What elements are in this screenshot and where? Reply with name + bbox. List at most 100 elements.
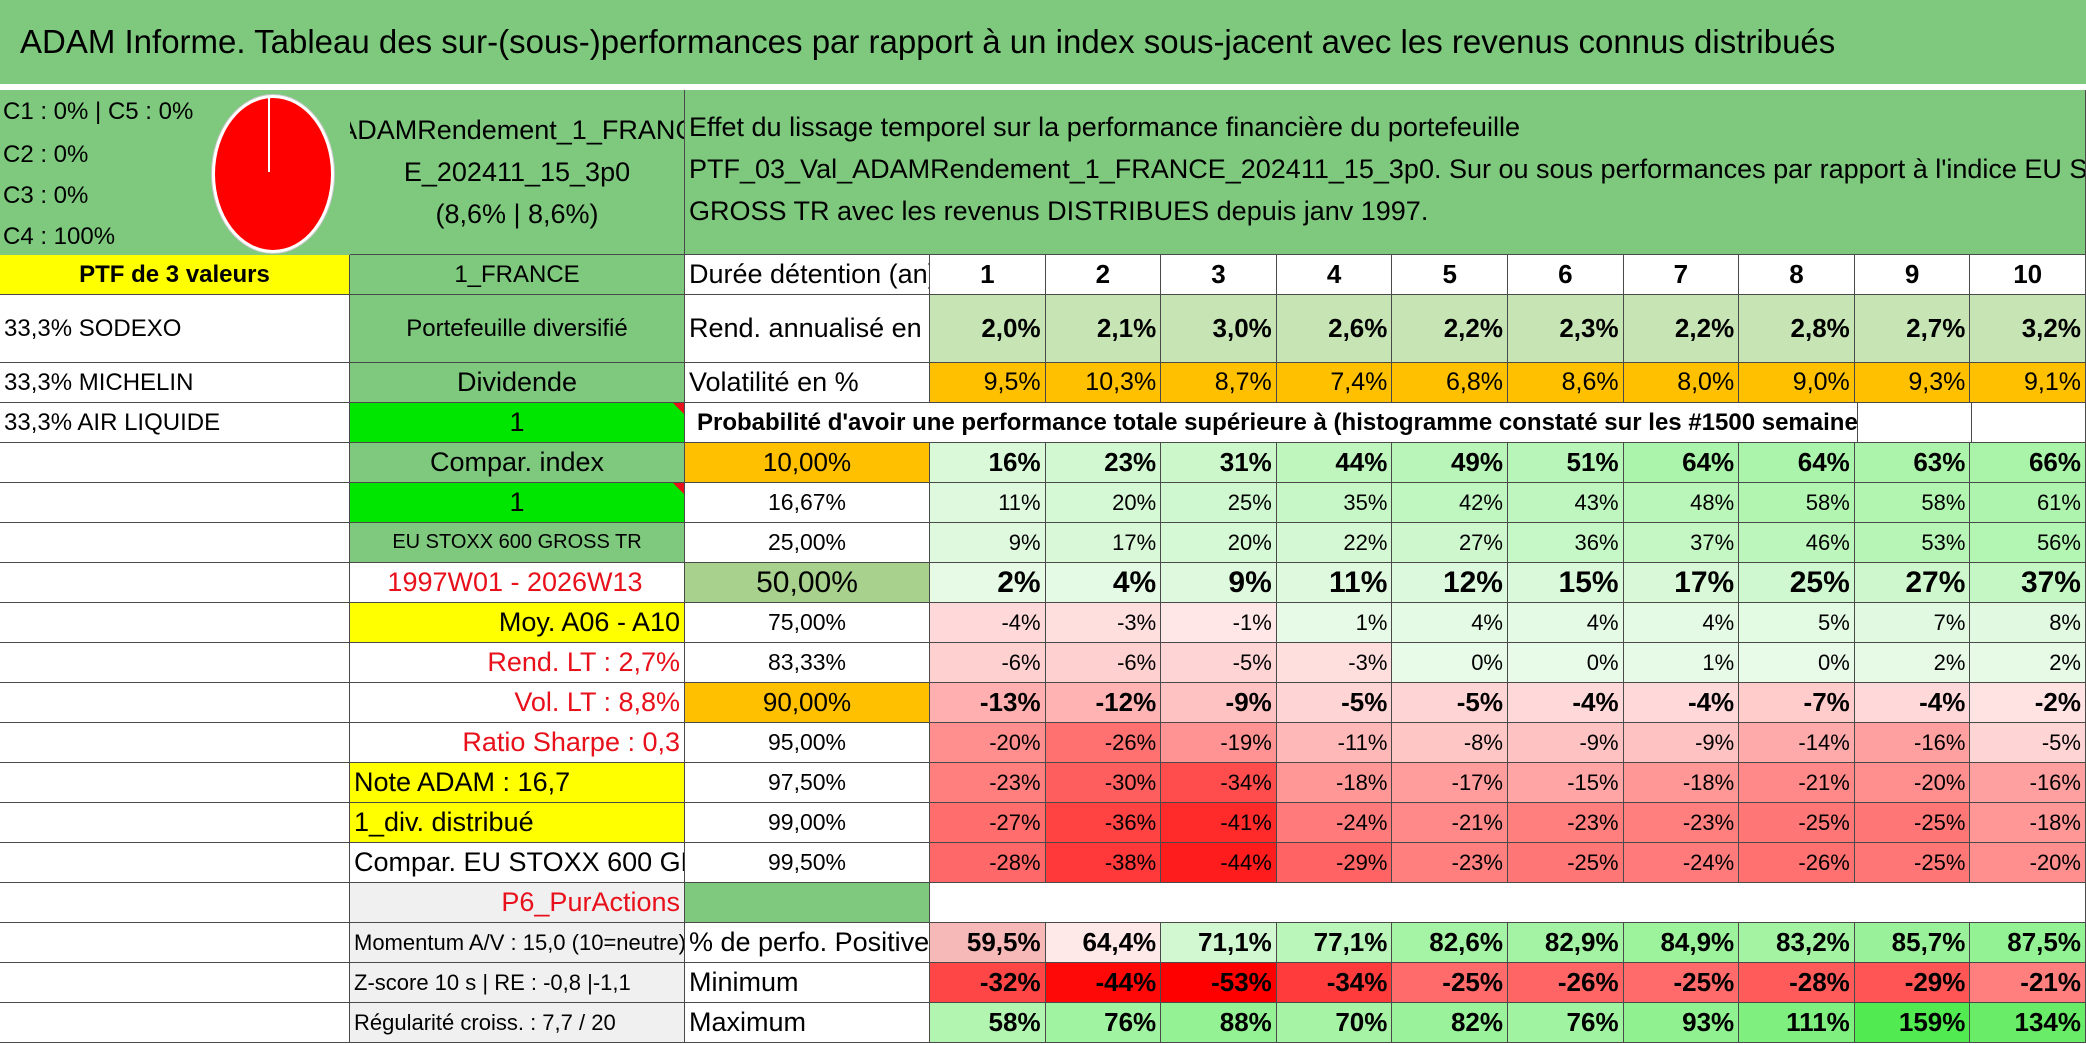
positive-value: 59,5% [930, 923, 1046, 963]
index-name-cell: EU STOXX 600 GROSS TR [350, 523, 685, 563]
maximum-value: 88% [1161, 1003, 1277, 1043]
minimum-value: -25% [1392, 963, 1508, 1003]
blank-cell [0, 883, 350, 923]
description-line1: Effet du lissage temporel sur la perform… [689, 112, 1520, 142]
quantile-value: -7% [1739, 683, 1855, 723]
blank-cell [930, 883, 2086, 923]
comment-marker [673, 483, 684, 494]
quantile-value: 63% [1854, 443, 1971, 483]
maximum-value: 76% [1508, 1003, 1624, 1043]
quantile-value: -3% [1276, 643, 1393, 683]
positive-value: 82,9% [1508, 923, 1624, 963]
quantile-value: 1% [1276, 603, 1393, 643]
minimum-value: -28% [1739, 963, 1855, 1003]
blank-cell [0, 603, 350, 643]
adam-score-cell: Note ADAM : 16,7 [350, 763, 685, 803]
holding-air-liquide: 33,3% AIR LIQUIDE [0, 403, 350, 443]
quantile-value: -23% [1392, 843, 1508, 883]
year-header: 10 [1970, 255, 2086, 295]
quantile-value: 8% [1970, 603, 2086, 643]
year-header: 7 [1623, 255, 1740, 295]
year-header: 3 [1161, 255, 1277, 295]
minimum-value: -44% [1045, 963, 1162, 1003]
blank-cell [0, 483, 350, 523]
quantile-value: 1% [1623, 643, 1740, 683]
quantile-value: -18% [1970, 803, 2086, 843]
quantile-label: 83,33% [685, 643, 930, 683]
quantile-value: -19% [1161, 723, 1277, 763]
quantile-label: 16,67% [685, 483, 930, 523]
quantile-value: -18% [1623, 763, 1740, 803]
quantile-value: -4% [1623, 683, 1740, 723]
quantile-value: -9% [1623, 723, 1740, 763]
positive-value: 84,9% [1623, 923, 1740, 963]
label-c2: C2 : 0% [3, 141, 89, 168]
year-header: 6 [1508, 255, 1624, 295]
index-selector[interactable]: 1 [350, 483, 685, 523]
distributed-dividend-cell: 1_div. distribué [350, 803, 685, 843]
quantile-value: -6% [930, 643, 1046, 683]
quantile-value: 23% [1045, 443, 1162, 483]
quantile-value: -30% [1045, 763, 1162, 803]
positive-value: 87,5% [1970, 923, 2086, 963]
comment-marker [673, 403, 684, 414]
blank-cell [0, 923, 350, 963]
quantile-value: 0% [1392, 643, 1508, 683]
quantile-value: -26% [1045, 723, 1162, 763]
rend-value: 3,0% [1161, 295, 1277, 363]
blank-cell [1972, 403, 2086, 443]
description-line3: GROSS TR avec les revenus DISTRIBUES dep… [689, 196, 1429, 226]
quantile-value: -5% [1161, 643, 1277, 683]
quantile-label: 97,50% [685, 763, 930, 803]
quantile-value: 66% [1970, 443, 2086, 483]
holding-sodexo: 33,3% SODEXO [0, 295, 350, 363]
quantile-value: -38% [1045, 843, 1162, 883]
quantile-value: -28% [930, 843, 1046, 883]
country-cell: 1_FRANCE [350, 255, 685, 295]
maximum-value: 70% [1276, 1003, 1393, 1043]
quantile-value: -4% [1508, 683, 1624, 723]
quantile-value: 58% [1739, 483, 1855, 523]
rend-value: 3,2% [1970, 295, 2086, 363]
blank-cell [0, 803, 350, 843]
long-term-return-cell: Rend. LT : 2,7% [350, 643, 685, 683]
quantile-value: -20% [1970, 843, 2086, 883]
quantile-value: 64% [1623, 443, 1740, 483]
quantile-value: 20% [1161, 523, 1277, 563]
rend-value: 2,2% [1392, 295, 1508, 363]
quantile-value: -6% [1045, 643, 1162, 683]
quantile-value: -12% [1045, 683, 1162, 723]
quantile-value: -17% [1392, 763, 1508, 803]
minimum-value: -53% [1161, 963, 1277, 1003]
minimum-value: -21% [1970, 963, 2086, 1003]
positive-value: 71,1% [1161, 923, 1277, 963]
year-header: 8 [1739, 255, 1855, 295]
quantile-value: -26% [1739, 843, 1855, 883]
quantile-value: -16% [1970, 763, 2086, 803]
vol-value: 9,5% [930, 363, 1046, 403]
blank-cell [0, 843, 350, 883]
quantile-value: 43% [1508, 483, 1624, 523]
quantile-value: -5% [1970, 723, 2086, 763]
rend-value: 2,6% [1276, 295, 1393, 363]
period-cell: 1997W01 - 2026W13 [350, 563, 685, 603]
blank-cell [1858, 403, 1972, 443]
rend-value: 2,3% [1508, 295, 1624, 363]
quantile-value: -21% [1739, 763, 1855, 803]
quantile-value: -24% [1276, 803, 1393, 843]
maximum-value: 58% [930, 1003, 1046, 1043]
blank-cell [0, 963, 350, 1003]
quantile-value: -18% [1276, 763, 1393, 803]
portfolio-name-cell: ADAMRendement_1_FRANC E_202411_15_3p0 (8… [350, 90, 685, 255]
quantile-value: 2% [1970, 643, 2086, 683]
minimum-value: -25% [1623, 963, 1740, 1003]
quantile-value: 2% [930, 563, 1046, 603]
rend-value: 2,2% [1623, 295, 1740, 363]
description-cell: Effet du lissage temporel sur la perform… [685, 90, 2086, 255]
blank-green-cell [685, 883, 930, 923]
quantile-value: 5% [1739, 603, 1855, 643]
quantile-value: -23% [1623, 803, 1740, 843]
category-cell: P6_PurActions [350, 883, 685, 923]
year-header: 5 [1392, 255, 1508, 295]
dividend-selector[interactable]: 1 [350, 403, 685, 443]
